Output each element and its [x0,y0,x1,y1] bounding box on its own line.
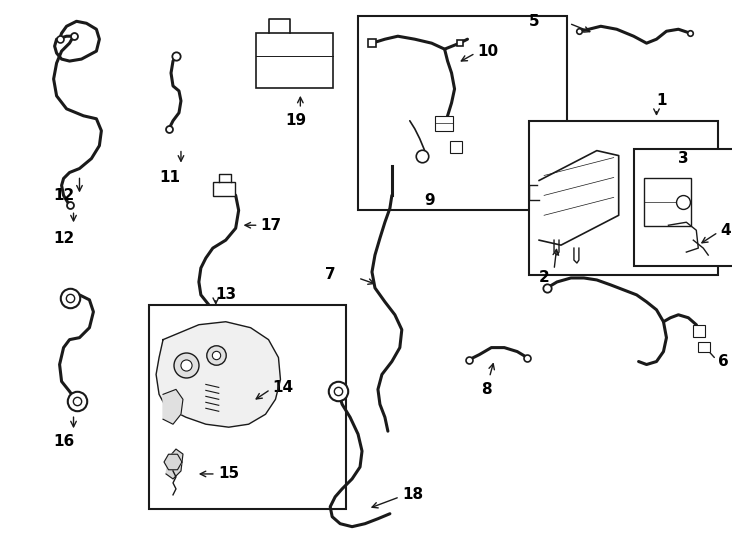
Text: 14: 14 [272,380,294,395]
Text: 6: 6 [718,354,729,369]
Text: 11: 11 [159,170,180,185]
Text: 7: 7 [324,267,335,282]
Bar [449,140,462,153]
Text: 12: 12 [54,231,75,246]
Text: 12: 12 [54,188,75,203]
Bar [644,179,691,226]
Polygon shape [164,454,182,470]
Bar [694,325,705,336]
Text: 2: 2 [539,271,550,286]
Polygon shape [166,449,183,479]
Text: 13: 13 [216,287,237,302]
Bar [149,305,346,509]
Polygon shape [539,151,619,245]
Text: 3: 3 [678,151,689,166]
Bar [358,16,567,210]
Text: 5: 5 [528,14,539,29]
Bar [435,116,453,131]
Text: 16: 16 [54,434,75,449]
Text: 15: 15 [219,467,240,482]
Bar [529,121,718,275]
Text: 17: 17 [261,218,282,233]
Text: 10: 10 [477,44,498,59]
Polygon shape [156,322,280,427]
Text: 8: 8 [482,382,492,397]
Text: 1: 1 [656,93,667,109]
Text: 9: 9 [424,193,435,208]
Text: 4: 4 [720,222,731,238]
Polygon shape [163,389,183,424]
Bar [698,342,711,352]
Bar [633,148,734,266]
Text: 19: 19 [286,113,307,129]
Bar [255,33,333,88]
Text: 18: 18 [401,487,423,502]
Bar [213,183,235,197]
